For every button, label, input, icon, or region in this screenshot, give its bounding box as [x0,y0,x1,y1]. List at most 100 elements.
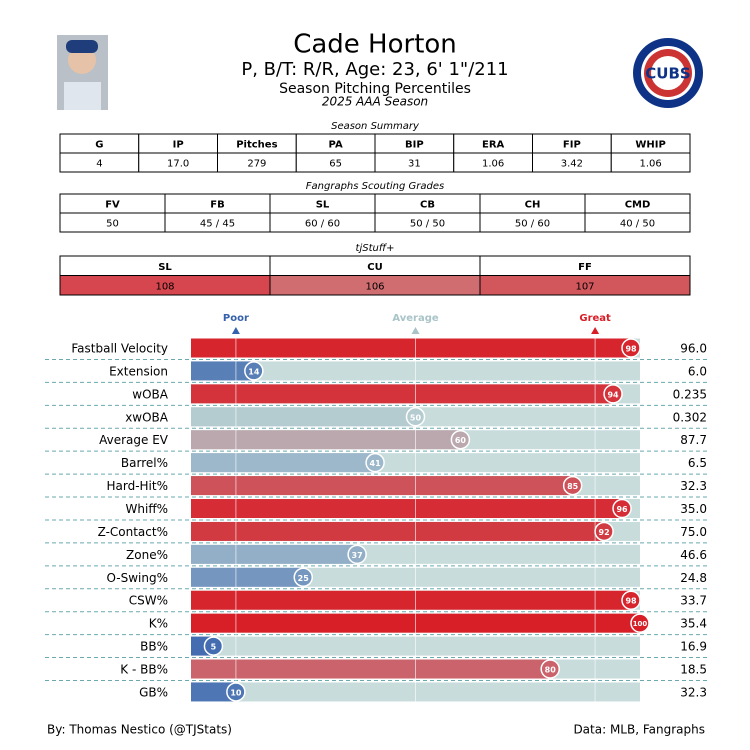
category-label: K% [149,617,168,631]
percentile-marker [244,361,264,381]
table-value: 279 [247,159,266,170]
percentile-label: 100 [633,620,648,628]
table-value: 40 / 50 [620,219,655,230]
subtitle: P, B/T: R/R, Age: 23, 6' 1"/211 [241,59,508,80]
table-header: SL [316,200,330,211]
table-header: BIP [405,140,424,151]
percentile-marker [621,338,641,358]
bar [191,361,254,381]
bar [191,476,573,496]
bar [191,544,358,564]
reference-label: Average [392,313,439,324]
player-photo-jersey [64,82,101,110]
table-caption: tjStuff+ [356,243,395,254]
percentile-label: 96 [616,505,628,514]
percentile-marker [621,590,641,610]
table-header: WHIP [635,140,665,151]
category-label: Extension [109,364,168,378]
table-header: FIP [563,140,581,151]
table-value: 4 [96,159,102,170]
percentile-marker [594,521,614,542]
category-label: O-Swing% [107,571,169,585]
percentile-label: 37 [352,551,363,560]
bar [191,659,551,679]
table-value: 1.06 [639,159,661,170]
percentile-label: 5 [211,643,217,652]
category-label: Z-Contact% [98,525,168,539]
category-label: GB% [139,685,168,699]
category-label: wOBA [132,387,168,401]
table-header: G [95,140,103,151]
stat-value: 6.5 [688,456,707,470]
stat-value: 0.235 [673,387,707,401]
category-label: Fastball Velocity [71,342,168,356]
percentile-marker [450,429,471,450]
table-header: SL [158,262,172,273]
table-header: CB [420,200,435,211]
stat-value: 32.3 [680,479,707,493]
reference-marker [231,327,240,334]
percentile-marker [203,636,224,656]
stat-value: 33.7 [680,594,707,608]
bar [191,682,236,702]
logo [651,56,685,90]
percentile-marker [630,613,650,633]
category-label: Average EV [99,433,169,447]
bar [191,499,623,519]
table-value: 50 / 60 [515,219,550,230]
stat-value: 75.0 [680,525,707,539]
category-label: CSW% [129,594,168,608]
percentile-label: 85 [567,482,579,491]
table-value: 3.42 [561,159,583,170]
percentile-marker [612,498,632,519]
table-value: 50 / 50 [410,219,445,230]
table-value: 1.06 [482,159,504,170]
category-label: K - BB% [120,663,168,677]
table-value: 31 [408,159,421,170]
table-caption: Season Summary [331,121,420,132]
percentile-label: 94 [607,390,619,399]
table-value: 107 [575,281,594,292]
table-header: FF [578,262,592,273]
table-value: 65 [329,159,342,170]
subtitle: 2025 AAA Season [322,95,428,109]
table-value: 60 / 60 [305,219,340,230]
stat-value: 46.6 [680,548,707,562]
category-label: Zone% [126,548,168,562]
stat-value: 35.0 [680,502,707,516]
table-header: PA [329,140,343,151]
table-header: FV [105,200,120,211]
stat-value: 24.8 [680,571,707,585]
percentile-marker [293,567,313,588]
table-cell [610,152,691,173]
table-header: CU [367,262,382,273]
subtitle: Season Pitching Percentiles [279,81,471,97]
percentile-label: 14 [248,367,260,376]
reference-label: Poor [223,313,249,324]
title: Cade Horton [293,30,457,60]
percentile-label: 80 [545,666,557,675]
player-photo-cap [66,40,98,53]
stat-value: 16.9 [680,640,707,654]
table-header: ERA [482,140,505,151]
footer-left: By: Thomas Nestico (@TJStats) [47,723,232,737]
bar [191,338,632,358]
table-header: CH [525,200,541,211]
percentile-label: 41 [370,459,382,468]
percentile-label: 60 [455,436,467,445]
bar [191,407,416,427]
percentile-marker [562,475,583,496]
percentile-label: 25 [298,574,310,583]
table-value: 50 [106,219,119,230]
stat-value: 18.5 [680,663,707,677]
table-caption: Fangraphs Scouting Grades [306,181,444,192]
logo-text: CUBS [645,65,690,83]
table-header: Pitches [236,140,277,151]
percentile-label: 10 [230,688,242,697]
category-label: xwOBA [125,410,169,424]
category-label: Barrel% [121,456,168,470]
category-label: Hard-Hit% [106,479,168,493]
bar [191,384,614,404]
bar [191,521,605,541]
stat-value: 32.3 [680,685,707,699]
